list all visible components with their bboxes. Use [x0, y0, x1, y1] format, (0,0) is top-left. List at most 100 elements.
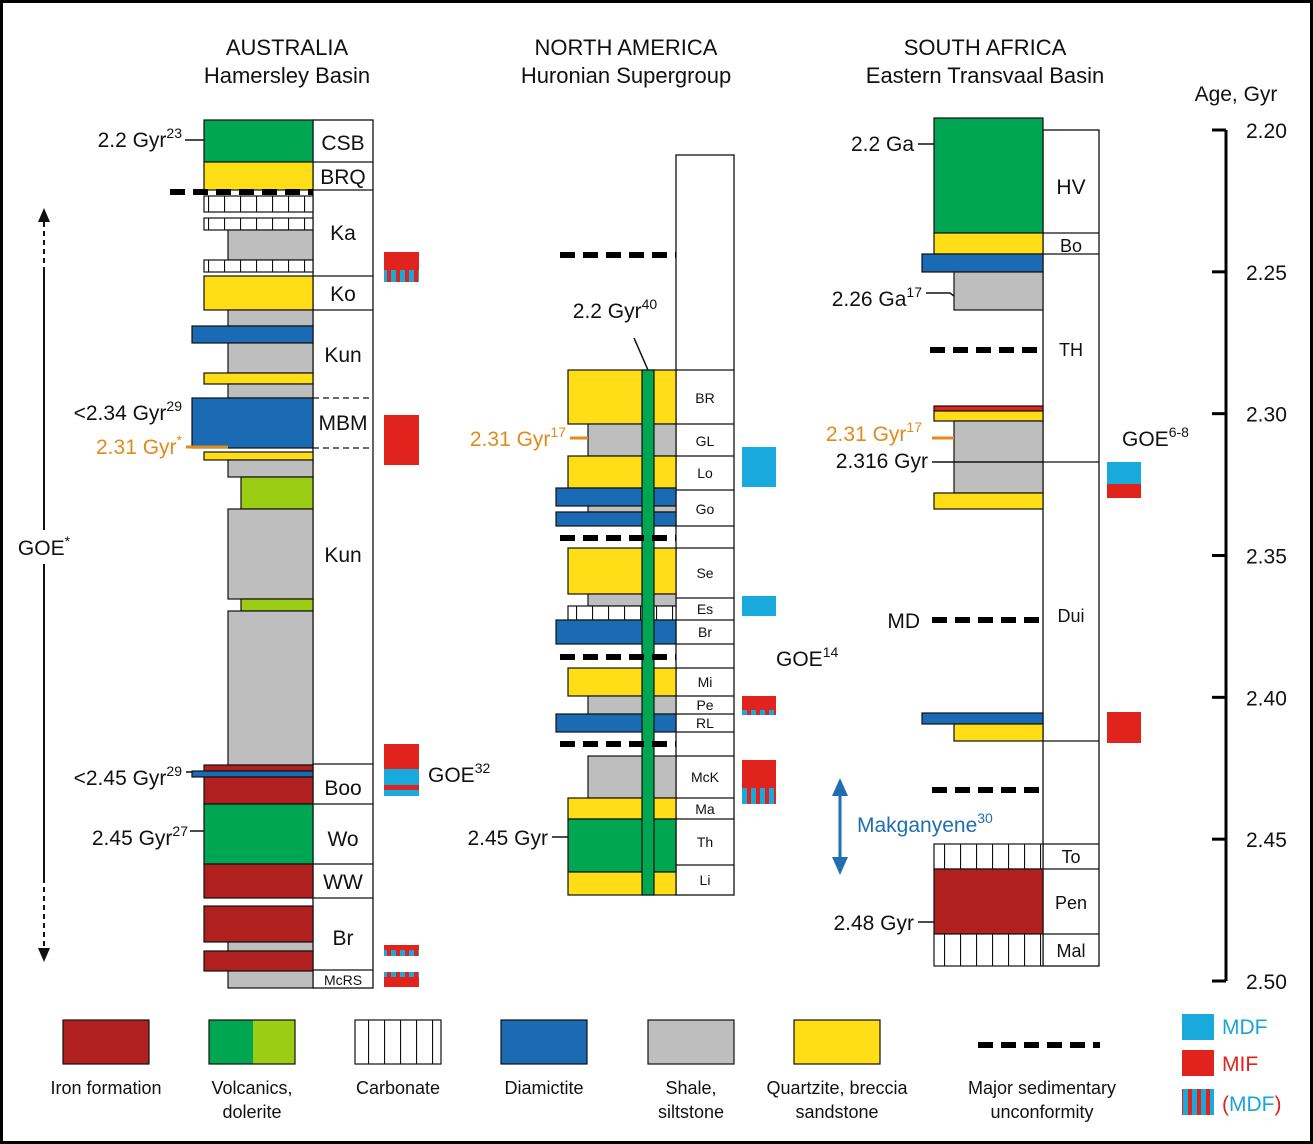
unit-br-na: BR — [695, 390, 714, 406]
north-america-column: NORTH AMERICA Huronian Supergroup BR GL … — [467, 35, 838, 896]
south-africa-age-231: 2.31 Gyr17 — [826, 419, 922, 446]
unit-br-na2: Br — [698, 624, 712, 640]
legend-mdf: MDF — [1222, 1016, 1268, 1039]
unit-se: Se — [696, 565, 713, 581]
australia-goe-right: GOE32 — [428, 760, 490, 787]
legend-diamictite: Diamictite — [504, 1078, 583, 1098]
unit-mal: Mal — [1056, 941, 1085, 961]
north-america-age-22: 2.2 Gyr40 — [573, 296, 658, 323]
legend: Iron formation Volcanics, dolerite Carbo… — [50, 1014, 1282, 1122]
age-tick-label: 2.30 — [1246, 404, 1287, 427]
south-africa-goe: GOE6-8 — [1122, 424, 1189, 451]
unit-li: Li — [700, 872, 711, 888]
age-tick-label: 2.20 — [1246, 120, 1287, 143]
australia-age-245a: <2.45 Gyr29 — [74, 763, 183, 790]
south-africa-age-22: 2.2 Ga — [851, 133, 914, 156]
unit-mck: McK — [691, 769, 720, 785]
south-africa-unconformities — [930, 347, 1043, 793]
australia-lithology — [191, 119, 314, 989]
north-america-subtitle: Huronian Supergroup — [521, 63, 731, 88]
north-america-lithology — [555, 369, 677, 896]
unit-ka: Ka — [330, 222, 356, 245]
north-america-age-245: 2.45 Gyr — [467, 827, 548, 850]
legend-iron: Iron formation — [50, 1078, 161, 1098]
north-america-title: NORTH AMERICA — [535, 35, 718, 60]
legend-unconformity-2: unconformity — [990, 1102, 1093, 1122]
unit-th-sa: TH — [1059, 340, 1083, 360]
australia-goe-left: GOE* — [18, 533, 71, 560]
unit-gl: GL — [696, 433, 715, 449]
age-tick-label: 2.50 — [1246, 971, 1287, 994]
unit-es: Es — [697, 601, 713, 617]
unit-wo: Wo — [327, 828, 358, 851]
unit-kun-lower: Kun — [324, 544, 361, 567]
north-america-formation-box — [675, 154, 735, 896]
south-africa-column: SOUTH AFRICA Eastern Transvaal Basin HV … — [826, 35, 1189, 967]
unit-csb: CSB — [321, 132, 364, 155]
unit-th: Th — [697, 834, 713, 850]
legend-mdf-swatch — [1182, 1014, 1214, 1040]
unit-ko: Ko — [330, 283, 356, 306]
legend-mif-swatch — [1182, 1050, 1214, 1076]
south-africa-age-2316: 2.316 Gyr — [836, 450, 928, 473]
legend-mif: MIF — [1222, 1053, 1258, 1076]
legend-shale-swatch — [647, 1019, 735, 1065]
north-america-isotope-markers — [742, 447, 776, 804]
south-africa-lithology — [921, 117, 1044, 967]
legend-volcanic-1: Volcanics, — [211, 1078, 292, 1098]
legend-shale-1: Shale, — [665, 1078, 716, 1098]
north-america-age-231: 2.31 Gyr17 — [470, 424, 566, 451]
unit-rl: RL — [696, 715, 714, 731]
unit-hv: HV — [1056, 176, 1085, 199]
unit-dui: Dui — [1057, 606, 1084, 626]
south-africa-formation-box — [1042, 129, 1100, 967]
legend-shale-2: siltstone — [658, 1102, 724, 1122]
legend-carbonate-swatch — [354, 1019, 442, 1065]
australia-age-245b: 2.45 Gyr27 — [92, 823, 188, 850]
north-america-unconformities — [560, 252, 676, 747]
legend-quartzite-1: Quartzite, breccia — [766, 1078, 908, 1098]
legend-quartzite-swatch — [793, 1019, 881, 1065]
australia-subtitle: Hamersley Basin — [204, 63, 370, 88]
south-africa-md: MD — [887, 610, 920, 633]
legend-carbonate: Carbonate — [356, 1078, 440, 1098]
north-america-goe: GOE14 — [776, 644, 838, 671]
unit-boo: Boo — [324, 777, 361, 800]
age-tick-label: 2.25 — [1246, 262, 1287, 285]
legend-unconformity-1: Major sedimentary — [968, 1078, 1116, 1098]
unit-kun-upper: Kun — [324, 344, 361, 367]
legend-volcanic-swatch — [208, 1019, 296, 1065]
age-tick-label: 2.45 — [1246, 829, 1287, 852]
unit-lo: Lo — [697, 465, 713, 481]
australia-age-22: 2.2 Gyr23 — [98, 125, 183, 152]
legend-quartzite-2: sandstone — [795, 1102, 878, 1122]
age-tick-label: 2.35 — [1246, 546, 1287, 569]
unit-to: To — [1061, 847, 1080, 867]
unit-pen: Pen — [1055, 893, 1087, 913]
australia-isotope-markers — [384, 252, 419, 987]
unit-ma: Ma — [695, 801, 715, 817]
south-africa-title: SOUTH AFRICA — [904, 35, 1067, 60]
age-axis-title: Age, Gyr — [1195, 83, 1278, 106]
south-africa-subtitle: Eastern Transvaal Basin — [866, 63, 1104, 88]
unit-ww: WW — [323, 871, 363, 894]
unit-bo: Bo — [1060, 236, 1082, 256]
unit-br: Br — [333, 927, 354, 950]
legend-mdf-paren: (MDF) — [1222, 1093, 1282, 1116]
unit-mbm: MBM — [319, 412, 368, 435]
age-axis: Age, Gyr 2.20 2.25 2.30 2.35 2.40 2.45 2.50 — [1195, 83, 1287, 994]
legend-diamictite-swatch — [500, 1019, 588, 1065]
south-africa-isotope-markers — [1107, 462, 1141, 743]
age-tick-label: 2.40 — [1246, 687, 1287, 710]
makganyene-label: Makganyene30 — [857, 810, 993, 837]
unit-pe: Pe — [696, 697, 713, 713]
south-africa-age-226: 2.26 Ga17 — [832, 284, 923, 311]
unit-brq: BRQ — [320, 166, 366, 189]
legend-iron-swatch — [62, 1019, 150, 1065]
unit-mi: Mi — [698, 674, 713, 690]
unit-go: Go — [696, 501, 715, 517]
australia-age-234: <2.34 Gyr29 — [74, 398, 183, 425]
south-africa-age-248: 2.48 Gyr — [833, 912, 914, 935]
